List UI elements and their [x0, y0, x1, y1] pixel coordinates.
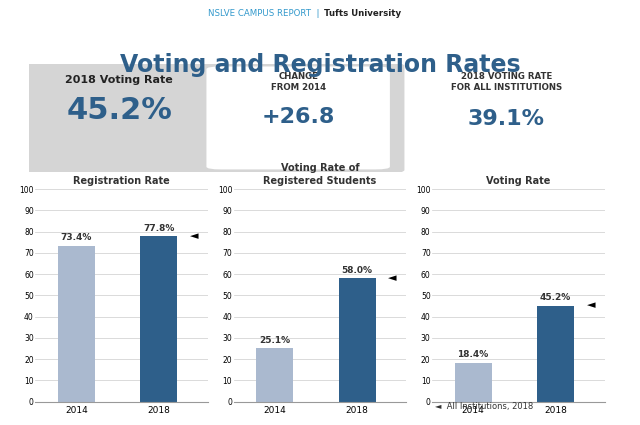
Text: CHANGE
FROM 2014: CHANGE FROM 2014 — [271, 72, 326, 92]
Text: NSLVE CAMPUS REPORT  |: NSLVE CAMPUS REPORT | — [209, 9, 320, 18]
Title: Voting Rate: Voting Rate — [486, 176, 550, 186]
Text: 25.1%: 25.1% — [259, 336, 291, 345]
Bar — [339, 278, 376, 402]
Text: ◄: ◄ — [388, 273, 397, 283]
Text: 2018 VOTING RATE
FOR ALL INSTITUTIONS: 2018 VOTING RATE FOR ALL INSTITUTIONS — [451, 72, 562, 92]
Bar — [454, 363, 492, 402]
Text: 58.0%: 58.0% — [342, 266, 372, 275]
Text: ◄: ◄ — [190, 231, 198, 241]
FancyBboxPatch shape — [207, 66, 390, 170]
Text: Tufts University: Tufts University — [321, 9, 401, 18]
Bar — [58, 246, 95, 402]
FancyBboxPatch shape — [14, 62, 404, 173]
Text: 18.4%: 18.4% — [458, 350, 489, 360]
Text: ◄: ◄ — [587, 300, 595, 311]
Text: 73.4%: 73.4% — [61, 233, 92, 242]
Bar — [256, 348, 293, 402]
Text: 45.2%: 45.2% — [66, 96, 172, 125]
Bar — [140, 236, 177, 402]
Text: 45.2%: 45.2% — [540, 293, 571, 303]
Title: Registration Rate: Registration Rate — [73, 176, 170, 186]
Text: 2018 Voting Rate: 2018 Voting Rate — [65, 75, 173, 85]
Text: 77.8%: 77.8% — [143, 224, 174, 233]
Text: Voting and Registration Rates: Voting and Registration Rates — [120, 53, 520, 77]
Text: +26.8: +26.8 — [262, 107, 335, 127]
Title: Voting Rate of
Registered Students: Voting Rate of Registered Students — [264, 163, 376, 186]
Bar — [537, 306, 574, 402]
Text: YOUR STUDENTS’ VOTING DATA | MIDTERM ELECTIONS: YOUR STUDENTS’ VOTING DATA | MIDTERM ELE… — [150, 26, 490, 37]
Text: ◄  All Institutions, 2018: ◄ All Institutions, 2018 — [435, 402, 534, 411]
Text: 39.1%: 39.1% — [468, 109, 545, 129]
